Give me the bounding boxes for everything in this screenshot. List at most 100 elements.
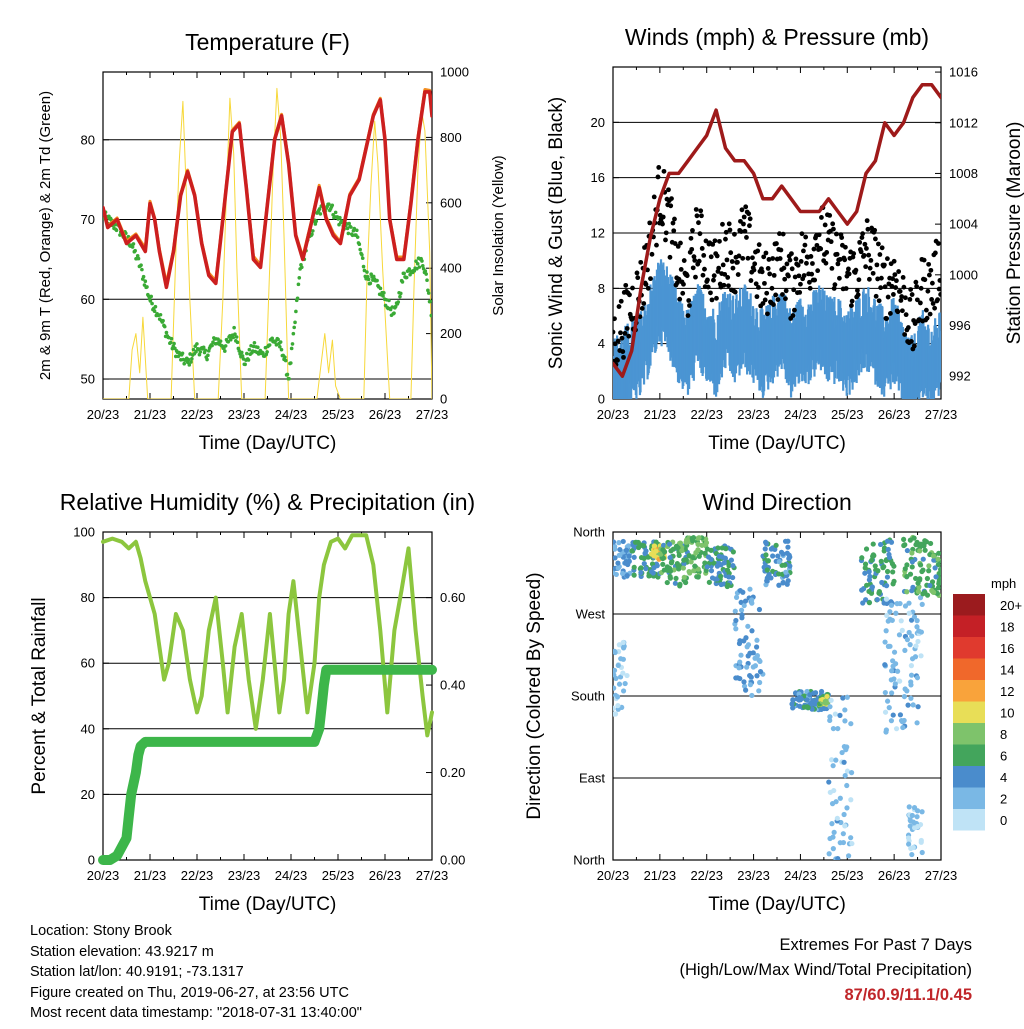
direction-point: [783, 570, 788, 575]
direction-point: [927, 583, 932, 588]
gust-point: [750, 255, 755, 260]
dewpoint-point: [232, 326, 236, 330]
dewpoint-point: [165, 331, 169, 335]
direction-point: [883, 729, 888, 734]
gust-point: [763, 298, 768, 303]
direction-point: [667, 542, 672, 547]
y-tick-label: 70: [81, 212, 95, 227]
gust-point: [866, 253, 871, 258]
direction-point: [641, 543, 646, 548]
direction-point: [749, 597, 754, 602]
gust-point: [668, 203, 673, 208]
gust-point: [926, 262, 931, 267]
direction-point: [754, 644, 759, 649]
dewpoint-point: [392, 311, 396, 315]
direction-point: [757, 607, 762, 612]
gust-point: [797, 273, 802, 278]
gust-point: [872, 228, 877, 233]
gust-point: [740, 256, 745, 261]
direction-point: [884, 628, 889, 633]
direction-point: [889, 540, 894, 545]
dewpoint-point: [291, 342, 295, 346]
gust-point: [698, 231, 703, 236]
gust-point: [672, 217, 677, 222]
extremes-summary: Extremes For Past 7 Days (High/Low/Max W…: [679, 933, 972, 1008]
direction-point: [757, 659, 762, 664]
direction-point: [885, 574, 890, 579]
direction-point: [904, 589, 909, 594]
gust-point: [755, 294, 760, 299]
dewpoint-point: [154, 305, 158, 309]
gust-point: [699, 213, 704, 218]
legend-swatch: [953, 723, 985, 745]
dewpoint-series: [101, 202, 433, 380]
gust-point: [743, 229, 748, 234]
direction-point: [665, 580, 670, 585]
gust-point: [894, 278, 899, 283]
gust-point: [698, 208, 703, 213]
direction-point: [909, 633, 914, 638]
station-elevation: Station elevation: 43.9217 m: [30, 942, 362, 963]
direction-point: [848, 721, 853, 726]
dewpoint-point: [131, 245, 135, 249]
direction-point: [831, 726, 836, 731]
direction-point: [739, 612, 744, 617]
direction-point: [747, 673, 752, 678]
direction-point: [919, 840, 924, 845]
dewpoint-point: [356, 235, 360, 239]
direction-point: [842, 823, 847, 828]
gust-point: [742, 215, 747, 220]
gust-point: [733, 290, 738, 295]
x-tick-label: 20/23: [597, 868, 630, 883]
direction-point: [813, 690, 818, 695]
gust-point: [862, 253, 867, 258]
gust-point: [701, 253, 706, 258]
gust-point: [706, 285, 711, 290]
dewpoint-point: [314, 219, 318, 223]
direction-point: [827, 851, 832, 856]
direction-point: [904, 688, 909, 693]
direction-point: [909, 673, 914, 678]
direction-point: [907, 611, 912, 616]
gust-point: [849, 303, 854, 308]
gust-point: [908, 287, 913, 292]
direction-point: [903, 603, 908, 608]
dewpoint-point: [231, 336, 235, 340]
direction-point: [651, 553, 656, 558]
direction-point: [831, 763, 836, 768]
dewpoint-point: [149, 295, 153, 299]
gust-point: [893, 285, 898, 290]
direction-point: [667, 566, 672, 571]
gust-point: [635, 275, 640, 280]
direction-point: [936, 551, 941, 556]
y-tick-label: 16: [591, 170, 605, 185]
gust-point: [898, 289, 903, 294]
gust-point: [697, 259, 702, 264]
gust-point: [620, 336, 625, 341]
direction-point: [844, 805, 849, 810]
gust-point: [927, 273, 932, 278]
direction-point: [751, 650, 756, 655]
extremes-values: 87/60.9/11.1/0.45: [679, 983, 972, 1008]
direction-point: [881, 564, 886, 569]
direction-point: [632, 555, 637, 560]
dewpoint-point: [256, 346, 260, 350]
gust-point: [712, 273, 717, 278]
y-axis-title: 2m & 9m T (Red, Orange) & 2m Td (Green): [37, 91, 54, 380]
y-right-tick-label: 1016: [949, 65, 978, 80]
gust-point: [638, 260, 643, 265]
legend-label: 0: [1000, 813, 1007, 828]
gust-point: [865, 218, 870, 223]
direction-point: [833, 711, 838, 716]
direction-point: [763, 546, 768, 551]
station-latlon: Station lat/lon: 40.9191; -73.1317: [30, 962, 362, 983]
direction-point: [613, 711, 618, 716]
legend-swatch: [953, 745, 985, 767]
gust-point: [833, 282, 838, 287]
gust-point: [834, 232, 839, 237]
dewpoint-point: [150, 302, 154, 306]
direction-point: [736, 665, 741, 670]
legend-swatch: [953, 766, 985, 788]
gust-point: [924, 308, 929, 313]
gust-point: [882, 263, 887, 268]
